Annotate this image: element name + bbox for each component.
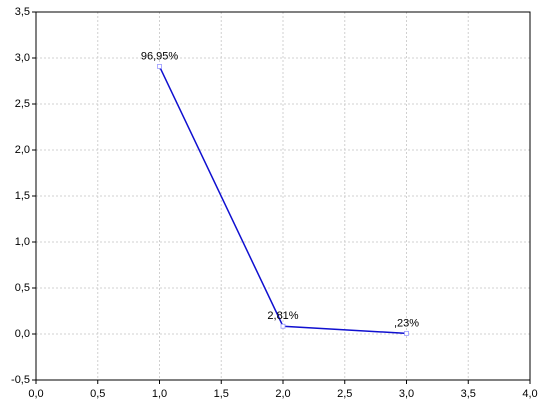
x-tick-label: 2,5 xyxy=(337,388,352,400)
y-tick-label: 0,0 xyxy=(15,328,30,340)
point-label: 2,81% xyxy=(267,310,298,322)
point-label: ,23% xyxy=(394,317,419,329)
x-tick-label: 0,5 xyxy=(90,388,105,400)
x-tick-label: 3,0 xyxy=(399,388,414,400)
x-tick-label: 1,5 xyxy=(214,388,229,400)
y-tick-label: 2,5 xyxy=(15,98,30,110)
y-tick-label: 3,0 xyxy=(15,52,30,64)
y-tick-label: 1,0 xyxy=(15,236,30,248)
x-tick-label: 1,0 xyxy=(152,388,167,400)
point-label: 96,95% xyxy=(141,50,179,62)
x-tick-label: 3,5 xyxy=(461,388,476,400)
y-tick-label: -0,5 xyxy=(11,374,30,386)
y-tick-label: 3,5 xyxy=(15,6,30,18)
x-tick-label: 0,0 xyxy=(28,388,43,400)
x-tick-label: 2,0 xyxy=(275,388,290,400)
point-marker xyxy=(280,323,286,329)
y-tick-label: 0,5 xyxy=(15,282,30,294)
y-tick-label: 1,5 xyxy=(15,190,30,202)
point-marker xyxy=(157,64,162,69)
x-tick-label: 4,0 xyxy=(522,388,537,400)
y-tick-label: 2,0 xyxy=(15,144,30,156)
point-marker xyxy=(404,330,409,336)
